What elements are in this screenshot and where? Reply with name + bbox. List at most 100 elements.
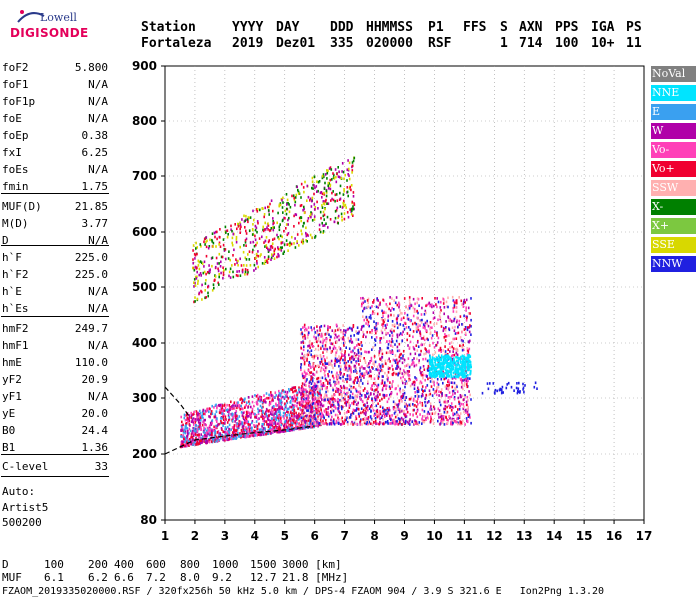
echo-point (402, 418, 404, 421)
echo-point (253, 432, 255, 435)
echo-point (442, 417, 445, 421)
echo-point (277, 419, 280, 422)
echo-point (224, 406, 227, 410)
echo-point (342, 335, 345, 339)
echo-point (465, 315, 467, 318)
echo-point (358, 347, 360, 350)
header-value-iga: 10+ (591, 36, 615, 51)
echo-point (288, 427, 291, 430)
echo-point (403, 297, 406, 300)
echo-point (267, 250, 270, 253)
echo-point (349, 377, 352, 381)
echo-point (252, 228, 254, 232)
param-name: foE (2, 112, 22, 125)
echo-point (211, 256, 214, 259)
echo-point (394, 402, 396, 406)
echo-point (453, 337, 456, 341)
echo-point (420, 371, 422, 375)
echo-point (192, 426, 194, 430)
echo-point (356, 395, 359, 398)
echo-point (324, 387, 327, 390)
echo-point (388, 406, 390, 410)
echo-point (350, 370, 353, 374)
echo-point (258, 417, 260, 420)
echo-point (331, 408, 333, 411)
echo-point (313, 215, 316, 218)
param-row: hmE 110.0 (2, 356, 108, 370)
echo-point (261, 400, 264, 404)
echo-point (236, 406, 238, 410)
echo-point (363, 374, 365, 378)
echo-point (397, 405, 399, 409)
echo-point (322, 382, 325, 385)
echo-point (254, 257, 256, 260)
echo-point (442, 326, 445, 330)
echo-point (415, 378, 418, 382)
echo-point (387, 367, 390, 371)
echo-point (436, 334, 438, 337)
echo-point (433, 323, 435, 326)
echo-point (358, 363, 360, 366)
echo-point (366, 401, 368, 405)
echo-point (367, 305, 370, 308)
echo-point (207, 294, 209, 298)
echo-point (455, 299, 458, 302)
echo-point (350, 184, 353, 187)
echo-point (317, 189, 319, 193)
echo-point (275, 408, 277, 411)
echo-point (430, 417, 432, 420)
echo-point (426, 416, 429, 419)
echo-point (231, 426, 234, 429)
echo-point (311, 199, 313, 203)
echo-point (278, 204, 280, 208)
echo-point (374, 388, 377, 392)
echo-point (305, 232, 307, 235)
echo-point (436, 381, 439, 385)
echo-point (241, 414, 244, 417)
echo-point (294, 237, 296, 240)
echo-point (379, 420, 381, 424)
echo-point (459, 315, 462, 318)
param-name: B0 (2, 424, 16, 437)
echo-point (229, 267, 232, 271)
echo-point (197, 259, 200, 263)
echo-point (386, 407, 389, 410)
header-key-iga: IGA (591, 20, 615, 35)
echo-point (215, 265, 217, 269)
echo-point (270, 199, 273, 202)
echo-point (304, 420, 306, 423)
echo-point (330, 342, 332, 345)
echo-point (461, 381, 463, 384)
echo-point (316, 370, 319, 374)
echo-point (196, 440, 199, 444)
echo-point (392, 351, 394, 354)
echo-point (432, 418, 434, 422)
echo-point (268, 423, 271, 427)
echo-point (245, 418, 248, 422)
echo-point (349, 185, 351, 189)
echo-point (197, 412, 199, 415)
echo-point (453, 381, 456, 385)
echo-point (429, 392, 432, 396)
echo-point (217, 439, 219, 442)
echo-point (406, 313, 409, 317)
echo-point (369, 306, 372, 310)
echo-point (240, 431, 243, 435)
echo-point (220, 255, 223, 259)
echo-point (310, 353, 312, 357)
echo-point (346, 400, 349, 404)
echo-point (404, 385, 406, 389)
echo-point (302, 412, 304, 415)
echo-point (305, 226, 307, 230)
param-value: 110.0 (74, 356, 108, 369)
echo-point (454, 405, 457, 408)
echo-point (451, 377, 454, 380)
echo-point (344, 341, 346, 344)
echo-point (279, 411, 281, 414)
echo-point (214, 415, 217, 418)
echo-point (300, 204, 303, 207)
echo-point (339, 358, 342, 361)
echo-point (413, 357, 415, 360)
echo-point (342, 375, 344, 379)
echo-point (339, 376, 342, 380)
